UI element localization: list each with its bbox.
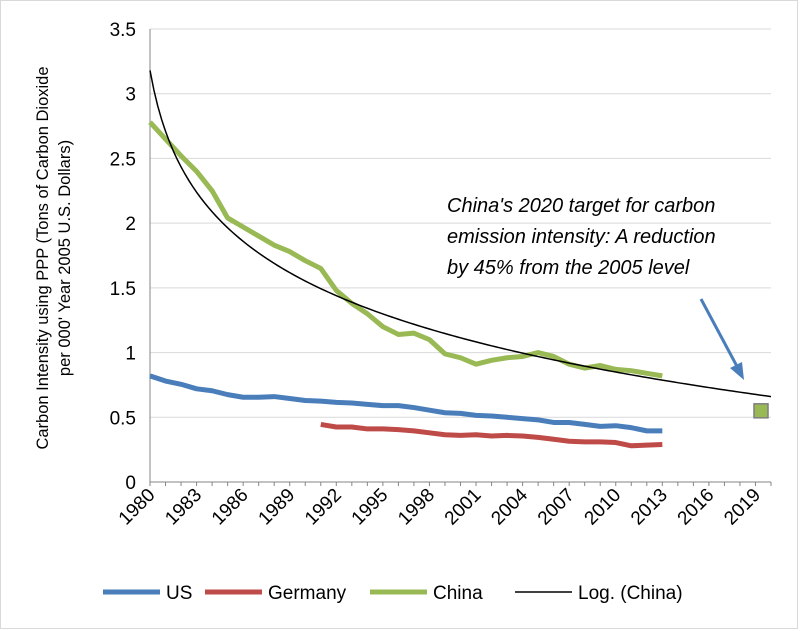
x-tick-label: 1995 xyxy=(348,485,393,530)
x-tick-label: 2004 xyxy=(487,484,532,529)
arrow-head xyxy=(730,362,744,380)
x-tick-label: 1986 xyxy=(208,485,253,530)
axes xyxy=(149,29,772,486)
gridlines xyxy=(150,28,771,418)
y-axis-title: Carbon Intensity using PPP (Tons of Carb… xyxy=(34,66,74,449)
y-tick-labels: 0 0.5 1 1.5 2 2.5 3 3.5 xyxy=(110,20,136,494)
y-axis-title-line-2: per 000' Year 2005 U.S. Dollars) xyxy=(56,140,74,376)
x-tick-label: 2001 xyxy=(441,485,486,530)
legend-label-china: China xyxy=(433,583,483,604)
legend-item-us: US xyxy=(103,583,192,604)
x-tick-label: 2010 xyxy=(581,485,626,530)
x-tick-label: 1980 xyxy=(115,485,160,530)
x-tick-label: 2016 xyxy=(674,485,719,530)
annotation: China's 2020 target for carbon emission … xyxy=(447,195,716,279)
legend-label-log-china: Log. (China) xyxy=(578,583,683,604)
series-lines xyxy=(148,70,772,449)
y-tick-label: 3 xyxy=(125,85,136,106)
x-tick-label: 1998 xyxy=(394,485,439,530)
annotation-line-3: by 45% from the 2005 level xyxy=(447,257,690,279)
x-tick-labels: 1980 1983 1986 1989 1992 1995 1998 2001 2004 2007… xyxy=(115,484,765,529)
x-tick-label: 2013 xyxy=(627,485,672,530)
arrow-icon xyxy=(699,298,744,380)
series-line-us xyxy=(149,373,663,434)
y-tick-label: 3.5 xyxy=(110,20,136,41)
y-tick-label: 1.5 xyxy=(110,279,136,300)
annotation-line-2: emission intensity: A reduction xyxy=(447,226,716,248)
legend-item-log-china: Log. (China) xyxy=(515,583,683,604)
target-point-marker xyxy=(753,403,769,419)
y-axis-title-line-1: Carbon Intensity using PPP (Tons of Carb… xyxy=(34,66,52,449)
series-line-china xyxy=(148,120,663,379)
legend-item-germany: Germany xyxy=(205,583,347,604)
x-tick-label: 2019 xyxy=(720,485,765,530)
x-tick-label: 1989 xyxy=(255,485,300,530)
x-tick-label: 2007 xyxy=(534,485,579,530)
legend-label-us: US xyxy=(166,583,192,604)
y-tick-label: 2.5 xyxy=(110,149,136,170)
legend: US Germany China Log. (China) xyxy=(103,583,683,604)
y-tick-label: 1 xyxy=(125,344,136,365)
series-line-germany xyxy=(320,421,663,449)
legend-item-china: China xyxy=(370,583,483,604)
arrow-shaft xyxy=(699,298,742,373)
x-tick-label: 1992 xyxy=(301,485,346,530)
annotation-line-1: China's 2020 target for carbon xyxy=(447,195,715,217)
y-tick-label: 0 xyxy=(125,473,136,494)
x-tick-label: 1983 xyxy=(161,485,206,530)
legend-label-germany: Germany xyxy=(268,583,347,604)
y-tick-label: 0.5 xyxy=(110,408,136,429)
y-tick-label: 2 xyxy=(125,214,136,235)
series-line-log-china xyxy=(149,70,772,398)
